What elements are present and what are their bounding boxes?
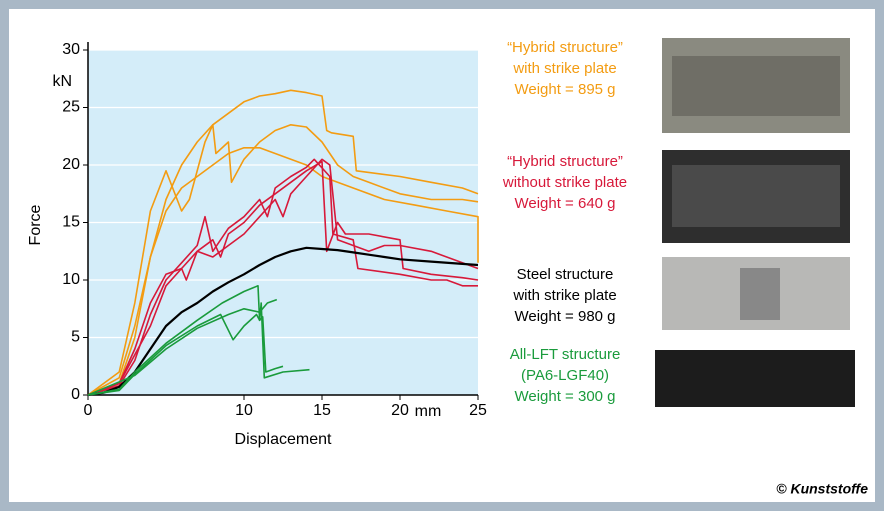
x-tick-label: 20 (391, 402, 409, 419)
y-tick-label: 0 (71, 386, 80, 403)
legend-entry: Weight = 640 g (514, 195, 615, 212)
x-tick-label: 0 (84, 402, 93, 419)
photo-detail (672, 56, 840, 116)
legend-entry: without strike plate (502, 174, 627, 191)
y-tick-label: 30 (62, 41, 80, 58)
photo (655, 350, 855, 407)
legend-entry: “Hybrid structure” (507, 153, 623, 170)
y-tick-label: 10 (62, 271, 80, 288)
legend-entry: “Hybrid structure” (507, 39, 623, 56)
photo-detail (740, 268, 780, 320)
x-unit: mm (415, 403, 442, 420)
y-tick-label: 20 (62, 156, 80, 173)
x-tick-label: 10 (235, 402, 253, 419)
legend-entry: with strike plate (512, 287, 616, 304)
y-tick-label: 25 (62, 99, 80, 116)
legend-entry: Steel structure (517, 266, 614, 283)
y-tick-label: 5 (71, 329, 80, 346)
y-tick-label: 15 (62, 214, 80, 231)
x-tick-label: 15 (313, 402, 331, 419)
credit: © Kunststoffe (776, 481, 868, 497)
legend-entry: All-LFT structure (510, 346, 621, 363)
legend-entry: Weight = 980 g (514, 308, 615, 325)
legend-entry: Weight = 300 g (514, 388, 615, 405)
photo-detail (672, 165, 840, 227)
chart: Displacement Force kN mm © Kunststoffe 0… (0, 0, 884, 511)
legend-entry: Weight = 895 g (514, 81, 615, 98)
legend-entry: with strike plate (512, 60, 616, 77)
y-axis-label: Force (27, 204, 44, 245)
y-unit: kN (52, 73, 72, 90)
x-tick-label: 25 (469, 402, 487, 419)
x-axis-label: Displacement (235, 431, 332, 448)
legend-entry: (PA6-LGF40) (521, 367, 609, 384)
